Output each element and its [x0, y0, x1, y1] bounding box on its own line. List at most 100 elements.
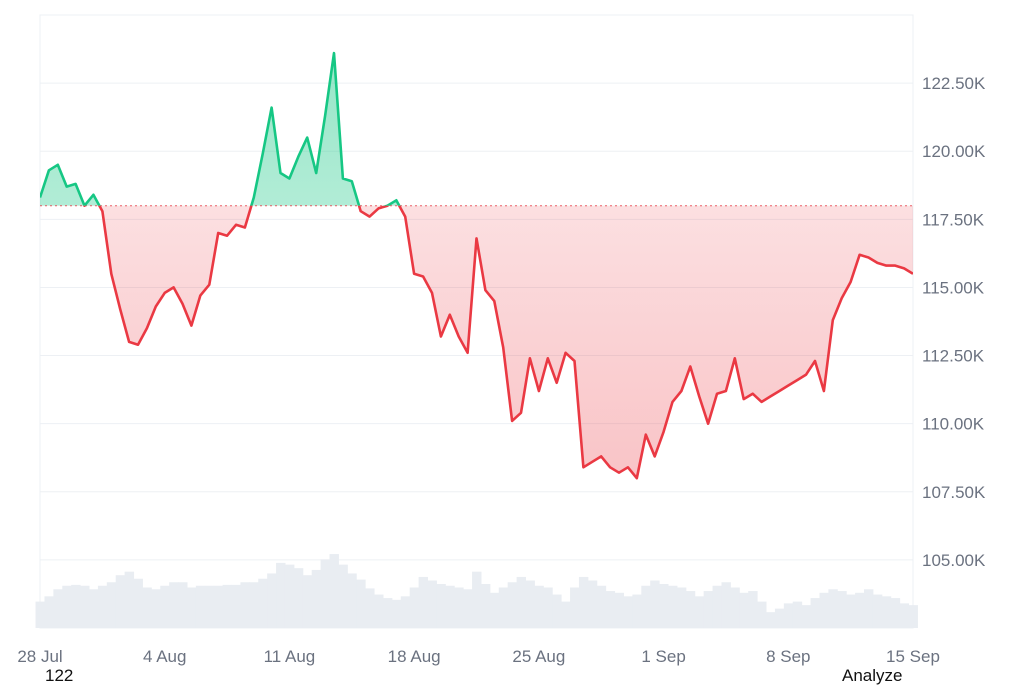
volume-bar [356, 580, 365, 628]
volume-bar [214, 586, 223, 628]
x-tick-label: 25 Aug [512, 647, 565, 666]
volume-bar [891, 598, 900, 628]
volume-bar [330, 554, 339, 628]
volume-bar [249, 582, 258, 628]
volume-bar [650, 580, 659, 628]
volume-bar [677, 588, 686, 628]
volume-bar [730, 588, 739, 628]
y-tick-label: 115.00K [922, 278, 985, 297]
volume-bar [748, 591, 757, 628]
volume-bar [160, 586, 169, 628]
volume-bar [240, 582, 249, 628]
volume-bar [392, 600, 401, 628]
volume-bar [499, 588, 508, 628]
volume-bar [570, 588, 579, 628]
volume-bar [151, 589, 160, 628]
volume-bar [864, 589, 873, 628]
y-tick-label: 117.50K [922, 210, 985, 229]
volume-bar [347, 573, 356, 628]
y-tick-label: 120.00K [922, 142, 986, 161]
volume-bar [71, 585, 80, 628]
volume-bar [428, 580, 437, 628]
volume-bar [419, 577, 428, 628]
volume-bar [410, 588, 419, 628]
volume-bar [258, 579, 267, 628]
volume-bar [454, 588, 463, 628]
y-tick-label: 107.50K [922, 483, 986, 502]
volume-bar [62, 586, 71, 628]
volume-bar [802, 605, 811, 628]
x-tick-label: 11 Aug [264, 647, 316, 666]
volume-bar [481, 584, 490, 628]
volume-bar [36, 602, 45, 628]
volume-bar [517, 577, 526, 628]
volume-bar [374, 595, 383, 628]
volume-bar [828, 589, 837, 628]
volume-bar [766, 612, 775, 628]
volume-bar [508, 582, 517, 628]
volume-bar [819, 593, 828, 628]
volume-bar [401, 596, 410, 628]
y-tick-label: 110.00K [922, 415, 985, 434]
volume-bar [525, 580, 534, 628]
volume-bar [659, 584, 668, 628]
volume-bar [606, 591, 615, 628]
volume-bar [855, 593, 864, 628]
analyze-button[interactable]: Analyze [842, 667, 902, 684]
volume-bar [107, 582, 116, 628]
area-below-baseline [40, 53, 913, 478]
volume-bar [285, 565, 294, 628]
volume-bar [53, 589, 62, 628]
volume-bar [276, 563, 285, 628]
volume-bar [623, 596, 632, 628]
volume-bar [134, 579, 143, 628]
volume-bar [695, 596, 704, 628]
volume-bar [490, 593, 499, 628]
volume-bar [846, 595, 855, 628]
volume-bar [784, 603, 793, 628]
volume-bar [472, 572, 481, 628]
volume-bar [534, 586, 543, 628]
volume-bar [641, 586, 650, 628]
volume-bar [597, 586, 606, 628]
volume-bar [579, 577, 588, 628]
volume-bar [80, 586, 89, 628]
x-tick-label: 18 Aug [388, 647, 441, 666]
volume-bar [436, 584, 445, 628]
volume-bar [445, 586, 454, 628]
y-tick-label: 112.50K [922, 347, 985, 366]
volume-bar [267, 573, 276, 628]
volume-bar [187, 588, 196, 628]
footer-left-label: 122 [45, 667, 73, 684]
x-tick-label: 1 Sep [641, 647, 685, 666]
volume-bar [873, 595, 882, 628]
volume-bar [739, 593, 748, 628]
volume-bar [668, 586, 677, 628]
volume-bar [552, 595, 561, 628]
volume-bar [463, 589, 472, 628]
volume-bar [882, 596, 891, 628]
volume-bar [321, 559, 330, 628]
volume-bar [721, 582, 730, 628]
volume-bar [223, 585, 232, 628]
volume-bar [294, 568, 303, 628]
volume-bar [98, 586, 107, 628]
volume-bar [757, 602, 766, 628]
volume-bar [338, 565, 347, 628]
volume-bar [116, 575, 125, 628]
volume-bar [303, 575, 312, 628]
x-tick-label: 15 Sep [886, 647, 940, 666]
volume-bar [615, 593, 624, 628]
volume-bar [704, 591, 713, 628]
volume-bar [196, 586, 205, 628]
volume-bar [89, 589, 98, 628]
volume-bar [44, 596, 53, 628]
volume-bar [178, 582, 187, 628]
volume-bar [561, 602, 570, 628]
volume-bar [837, 591, 846, 628]
volume-bar [686, 591, 695, 628]
volume-bar [900, 603, 909, 628]
volume-bar [232, 585, 241, 628]
y-tick-label: 122.50K [922, 74, 986, 93]
